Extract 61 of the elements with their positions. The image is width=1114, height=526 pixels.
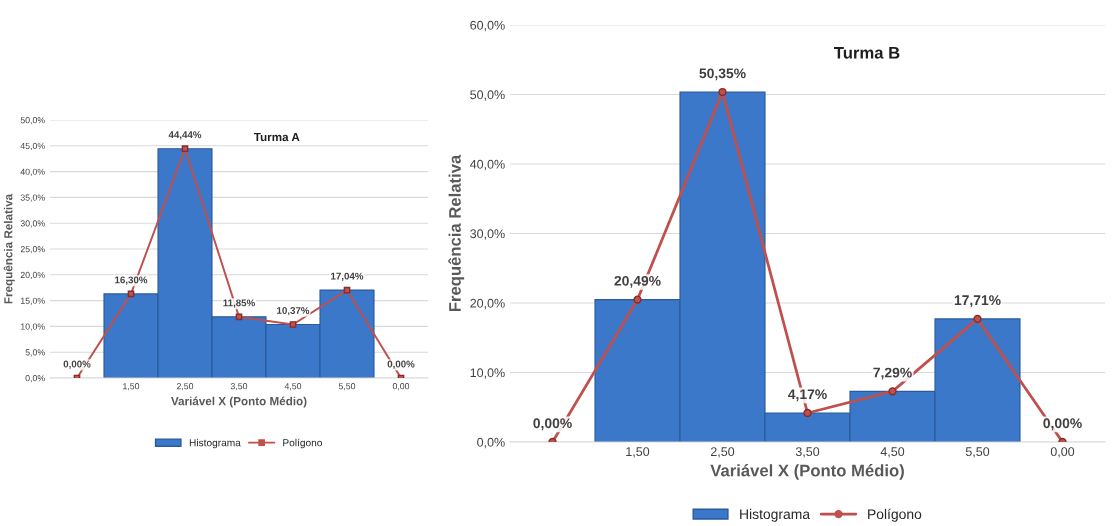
- x-tick-label: 4,50: [880, 447, 905, 458]
- data-label: 0,00%: [1043, 418, 1082, 431]
- x-tick-label: 3,50: [795, 447, 820, 458]
- y-tick-label: 15,0%: [21, 297, 45, 305]
- data-label: 4,17%: [788, 389, 827, 402]
- y-tick-label: 0,0%: [25, 375, 45, 383]
- y-tick-label: 30,0%: [20, 220, 45, 228]
- y-tick-label: 10,0%: [21, 323, 45, 331]
- data-label: 20,49%: [614, 275, 661, 288]
- x-axis-title: Variável X (Ponto Médio): [171, 396, 307, 408]
- x-tick-label: 2,50: [176, 383, 194, 391]
- point: [181, 145, 189, 153]
- y-tick-label: 5,0%: [25, 349, 45, 357]
- x-tick-label: 5,50: [338, 383, 356, 391]
- data-label: 17,04%: [331, 272, 364, 281]
- x-axis-title: Variável X (Ponto Médio): [710, 464, 904, 480]
- y-axis-title: Frequência Relativa: [3, 193, 15, 304]
- y-axis-title: Frequência Relativa: [448, 154, 465, 312]
- data-label: 0,00%: [63, 360, 91, 369]
- y-tick-label: 60,0%: [470, 20, 505, 32]
- data-label: 0,00%: [533, 418, 572, 431]
- y-tick-label: 35,0%: [20, 194, 45, 202]
- text: Turma B: [834, 47, 900, 59]
- point: [973, 314, 982, 324]
- x-tick-label: 5,50: [965, 447, 990, 458]
- data-label: 50,35%: [699, 68, 746, 81]
- x-tick-label: 0,00: [1050, 447, 1075, 458]
- y-tick-label: 40,0%: [469, 159, 505, 171]
- data-label: 16,30%: [115, 276, 148, 285]
- x-tick-label: 1,50: [626, 447, 650, 458]
- y-tick-label: 20,0%: [470, 298, 505, 310]
- legend-label: Polígono: [283, 438, 323, 449]
- legend-label: Polígono: [868, 508, 922, 522]
- y-tick-label: 45,0%: [20, 142, 45, 151]
- y-tick-label: 40,0%: [20, 168, 45, 176]
- point: [888, 387, 897, 396]
- x-tick-label: 1,50: [123, 383, 140, 391]
- point: [803, 408, 812, 418]
- point: [718, 87, 727, 97]
- y-tick-label: 0,0%: [477, 437, 505, 449]
- data-label: 7,29%: [873, 367, 912, 380]
- point: [633, 295, 642, 304]
- data-label: 11,85%: [223, 299, 255, 308]
- y-tick-label: 25,0%: [20, 246, 45, 254]
- text: Turma A: [253, 133, 300, 142]
- y-tick-label: 50,0%: [470, 90, 505, 101]
- legend-label: Histograma: [189, 438, 241, 449]
- legend-label: Histograma: [740, 508, 811, 522]
- y-tick-label: 20,0%: [20, 271, 45, 280]
- y-tick-label: 50,0%: [20, 117, 45, 125]
- point: [289, 321, 297, 328]
- x-tick-label: 4,50: [284, 383, 302, 391]
- data-label: 17,71%: [954, 295, 1001, 308]
- x-tick-label: 3,50: [230, 383, 248, 391]
- x-tick-label: 2,50: [710, 447, 735, 458]
- y-tick-label: 30,0%: [470, 229, 505, 240]
- y-tick-label: 10,0%: [470, 368, 505, 379]
- x-tick-label: 0,00: [392, 383, 410, 391]
- data-label: 10,37%: [277, 307, 310, 316]
- data-label: 0,00%: [387, 360, 415, 369]
- data-label: 44,44%: [168, 131, 202, 140]
